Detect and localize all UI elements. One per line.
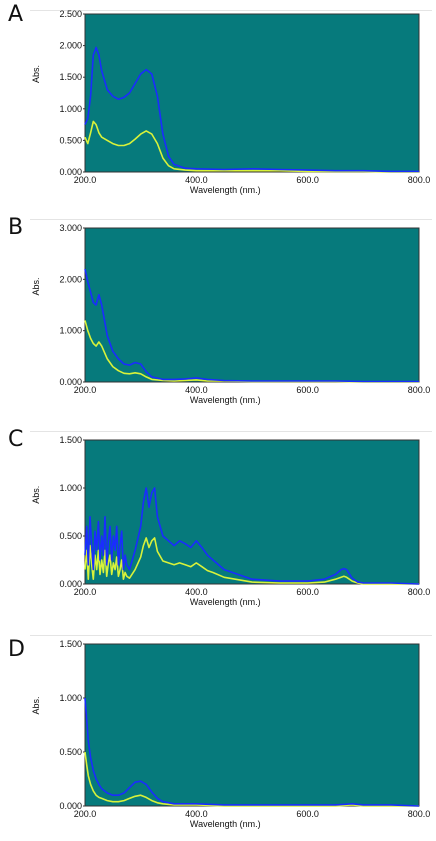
x-tick-label: 600.0 (296, 385, 319, 395)
x-tick-label: 600.0 (296, 587, 319, 597)
x-axis-label: Wavelength (nm.) (190, 395, 261, 405)
x-tick-label: 600.0 (296, 175, 319, 185)
series-line-yellow (84, 751, 419, 807)
x-tick-label: 400.0 (185, 809, 208, 819)
plot-area (84, 439, 420, 585)
chart-frame (30, 219, 432, 417)
uv-spectrum-chart: 0.000 0.500 1.000 1.500 200.0 400.0 600.0 800.0… (31, 639, 431, 829)
panel-c: C 0.000 0.500 1.000 1.500 200.0 400.0 600.0 800… (0, 425, 436, 630)
x-tick-label: 400.0 (185, 587, 208, 597)
x-axis-label: Wavelength (nm.) (190, 597, 261, 607)
x-tick-label: 800.0 (408, 385, 431, 395)
x-tick-label: 400.0 (185, 385, 208, 395)
y-tick-label: 1.500 (59, 435, 82, 445)
uv-spectrum-chart: 0.000 0.500 1.000 1.500 200.0 400.0 600.0 800.0… (31, 435, 431, 607)
y-tick-label: 1.000 (59, 483, 82, 493)
y-axis-label: Abs. (31, 486, 41, 504)
y-tick-label: 2.000 (59, 41, 82, 51)
chart-frame (30, 10, 432, 204)
x-tick-label: 800.0 (408, 175, 431, 185)
y-axis-label: Abs. (31, 65, 41, 83)
x-tick-label: 200.0 (74, 587, 97, 597)
y-tick-label: 0.000 (59, 801, 82, 811)
series-line-blue (84, 46, 419, 173)
chart-frame (30, 635, 432, 841)
y-tick-label: 1.000 (59, 104, 82, 114)
chart-frame (30, 431, 432, 625)
x-tick-label: 800.0 (408, 809, 431, 819)
y-tick-label: 2.000 (59, 274, 82, 284)
panel-b: B 0.000 1.000 2.000 3.000 200.0 400.0 600.0 800… (0, 213, 436, 418)
uv-spectrum-chart: 0.000 0.500 1.000 1.500 2.000 2.500 200.0 400.0… (31, 9, 431, 195)
plot-area (84, 227, 420, 383)
series-line-yellow (84, 537, 419, 585)
y-tick-label: 0.500 (59, 747, 82, 757)
y-axis-label: Abs. (31, 278, 41, 296)
plot-area (84, 643, 420, 807)
y-axis-label: Abs. (31, 697, 41, 715)
uv-spectrum-chart: 0.000 1.000 2.000 3.000 200.0 400.0 600.0 800.0… (31, 223, 431, 405)
x-tick-label: 200.0 (74, 175, 97, 185)
y-tick-label: 1.000 (59, 326, 82, 336)
x-tick-label: 800.0 (408, 587, 431, 597)
panel-letter: A (8, 2, 24, 27)
series-line-yellow (84, 120, 419, 173)
x-tick-label: 600.0 (296, 809, 319, 819)
x-tick-label: 400.0 (185, 175, 208, 185)
y-tick-label: 0.000 (59, 579, 82, 589)
y-tick-label: 0.500 (59, 135, 82, 145)
panel-letter: B (8, 215, 24, 240)
x-axis-label: Wavelength (nm.) (190, 185, 261, 195)
y-tick-label: 3.000 (59, 223, 82, 233)
x-tick-label: 200.0 (74, 809, 97, 819)
plot-area (84, 13, 420, 173)
series-line-blue (84, 697, 420, 807)
x-axis-label: Wavelength (nm.) (190, 819, 261, 829)
panel-letter: C (8, 427, 24, 452)
y-tick-label: 1.500 (59, 72, 82, 82)
y-tick-label: 2.500 (59, 9, 82, 19)
panel-a: A 0.000 0.500 1.000 1.500 2.000 2.500 200.0 400… (0, 0, 436, 205)
x-tick-label: 200.0 (74, 385, 97, 395)
y-tick-label: 1.000 (59, 693, 82, 703)
series-line-blue (84, 268, 419, 383)
y-tick-label: 0.500 (59, 531, 82, 541)
y-tick-label: 1.500 (59, 639, 82, 649)
panel-d: D 0.000 0.500 1.000 1.500 200.0 400.0 600.0 800… (0, 635, 436, 841)
panel-letter: D (8, 637, 25, 662)
y-tick-label: 0.000 (59, 377, 82, 387)
series-line-blue (84, 487, 420, 585)
y-tick-label: 0.000 (59, 167, 82, 177)
